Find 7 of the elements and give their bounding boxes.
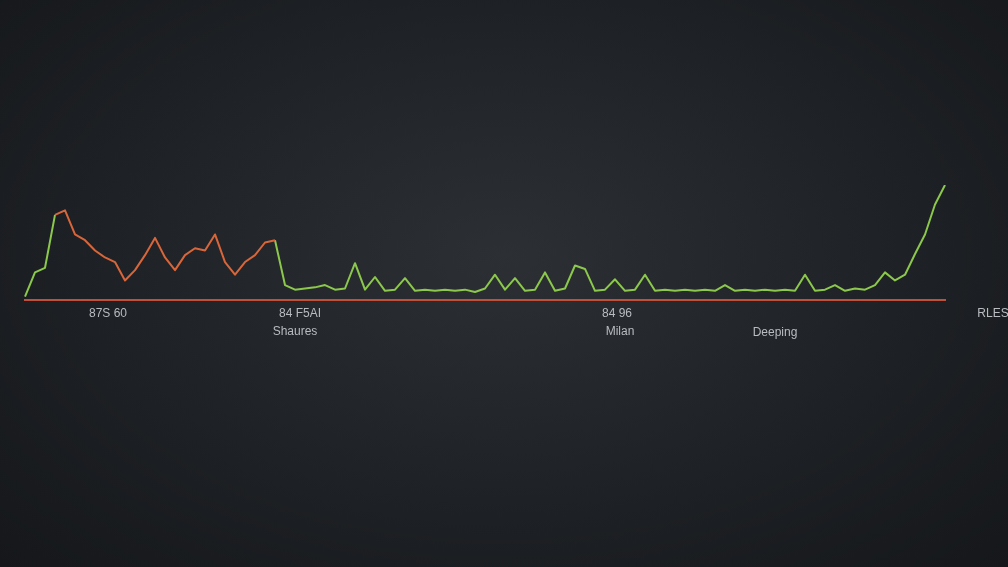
text: Shaures bbox=[272, 324, 318, 338]
text: 84 96 bbox=[601, 306, 633, 320]
text: Milan bbox=[605, 324, 635, 338]
text: 87S 60 bbox=[88, 306, 128, 320]
text: RLES bbox=[977, 306, 1008, 320]
text: Deeping bbox=[752, 325, 798, 339]
text: 84 F5AI bbox=[278, 306, 322, 320]
